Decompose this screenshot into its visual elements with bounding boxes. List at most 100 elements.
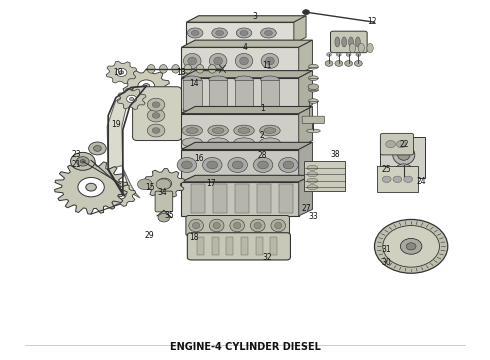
Circle shape	[78, 177, 104, 197]
Ellipse shape	[182, 138, 202, 147]
Ellipse shape	[309, 64, 318, 69]
Polygon shape	[299, 40, 313, 74]
FancyBboxPatch shape	[380, 137, 425, 178]
Circle shape	[115, 191, 126, 199]
Circle shape	[374, 220, 448, 273]
Ellipse shape	[261, 76, 279, 83]
Circle shape	[138, 179, 152, 190]
Circle shape	[356, 53, 361, 56]
Ellipse shape	[196, 64, 204, 73]
Bar	[181, 182, 299, 216]
Ellipse shape	[172, 64, 179, 73]
Text: 16: 16	[194, 154, 203, 163]
Ellipse shape	[235, 53, 253, 68]
Circle shape	[336, 53, 341, 56]
Polygon shape	[105, 184, 136, 206]
Circle shape	[76, 157, 89, 166]
Text: 23: 23	[72, 150, 81, 159]
Bar	[181, 149, 299, 180]
Ellipse shape	[228, 157, 247, 172]
Polygon shape	[299, 175, 313, 216]
Circle shape	[400, 238, 422, 254]
FancyBboxPatch shape	[186, 216, 290, 236]
Ellipse shape	[348, 37, 353, 47]
Polygon shape	[144, 168, 185, 199]
Bar	[212, 237, 219, 255]
Bar	[304, 161, 345, 192]
Ellipse shape	[393, 145, 415, 165]
Ellipse shape	[261, 107, 279, 114]
Circle shape	[162, 181, 167, 186]
Circle shape	[303, 10, 310, 15]
Text: 3: 3	[252, 12, 257, 21]
Text: ENGINE-4 CYLINDER DIESEL: ENGINE-4 CYLINDER DIESEL	[170, 342, 320, 352]
Text: 35: 35	[164, 211, 174, 220]
FancyBboxPatch shape	[380, 134, 414, 155]
Circle shape	[147, 109, 165, 122]
Ellipse shape	[274, 222, 282, 229]
FancyBboxPatch shape	[155, 191, 172, 212]
Ellipse shape	[307, 172, 318, 177]
Text: 31: 31	[382, 246, 392, 255]
Ellipse shape	[261, 28, 276, 38]
Circle shape	[344, 60, 352, 66]
Circle shape	[152, 102, 160, 108]
Ellipse shape	[183, 53, 201, 68]
Ellipse shape	[212, 128, 224, 134]
Text: 24: 24	[416, 177, 426, 186]
Polygon shape	[299, 107, 313, 148]
Ellipse shape	[307, 129, 320, 133]
Bar	[183, 80, 201, 110]
Ellipse shape	[265, 31, 272, 36]
Ellipse shape	[264, 128, 276, 134]
Circle shape	[119, 71, 123, 74]
Ellipse shape	[189, 219, 203, 232]
Polygon shape	[54, 160, 127, 214]
Bar	[256, 237, 263, 255]
Polygon shape	[123, 69, 170, 103]
Bar	[257, 184, 271, 213]
Ellipse shape	[367, 43, 373, 53]
Ellipse shape	[261, 53, 279, 68]
Ellipse shape	[186, 128, 198, 134]
Circle shape	[393, 176, 402, 183]
Text: 21: 21	[72, 161, 81, 170]
Ellipse shape	[258, 161, 269, 169]
Text: 2: 2	[260, 131, 265, 140]
Circle shape	[71, 152, 95, 170]
Ellipse shape	[253, 157, 273, 172]
Text: 38: 38	[331, 150, 340, 159]
Ellipse shape	[202, 157, 222, 172]
Text: 13: 13	[177, 68, 186, 77]
Circle shape	[383, 226, 440, 267]
Bar	[181, 78, 299, 112]
Ellipse shape	[209, 219, 224, 232]
Text: 32: 32	[262, 253, 272, 262]
Ellipse shape	[188, 57, 196, 65]
Polygon shape	[106, 61, 137, 84]
Ellipse shape	[236, 28, 252, 38]
Bar	[241, 237, 248, 255]
Ellipse shape	[183, 76, 201, 83]
Circle shape	[156, 179, 171, 190]
Circle shape	[386, 140, 395, 148]
Ellipse shape	[250, 219, 265, 232]
Ellipse shape	[254, 222, 261, 229]
Ellipse shape	[147, 64, 155, 73]
Ellipse shape	[234, 138, 254, 147]
Ellipse shape	[216, 31, 223, 36]
Ellipse shape	[209, 107, 227, 114]
Text: 1: 1	[260, 104, 265, 113]
Ellipse shape	[260, 125, 280, 136]
Polygon shape	[181, 175, 313, 182]
Text: 11: 11	[262, 61, 272, 70]
Circle shape	[126, 95, 137, 103]
Bar	[209, 80, 227, 110]
Text: 10: 10	[113, 68, 123, 77]
Ellipse shape	[266, 57, 274, 65]
Polygon shape	[294, 16, 306, 44]
Circle shape	[138, 80, 155, 92]
Ellipse shape	[207, 161, 218, 169]
Text: 18: 18	[189, 233, 198, 242]
FancyBboxPatch shape	[331, 31, 367, 53]
